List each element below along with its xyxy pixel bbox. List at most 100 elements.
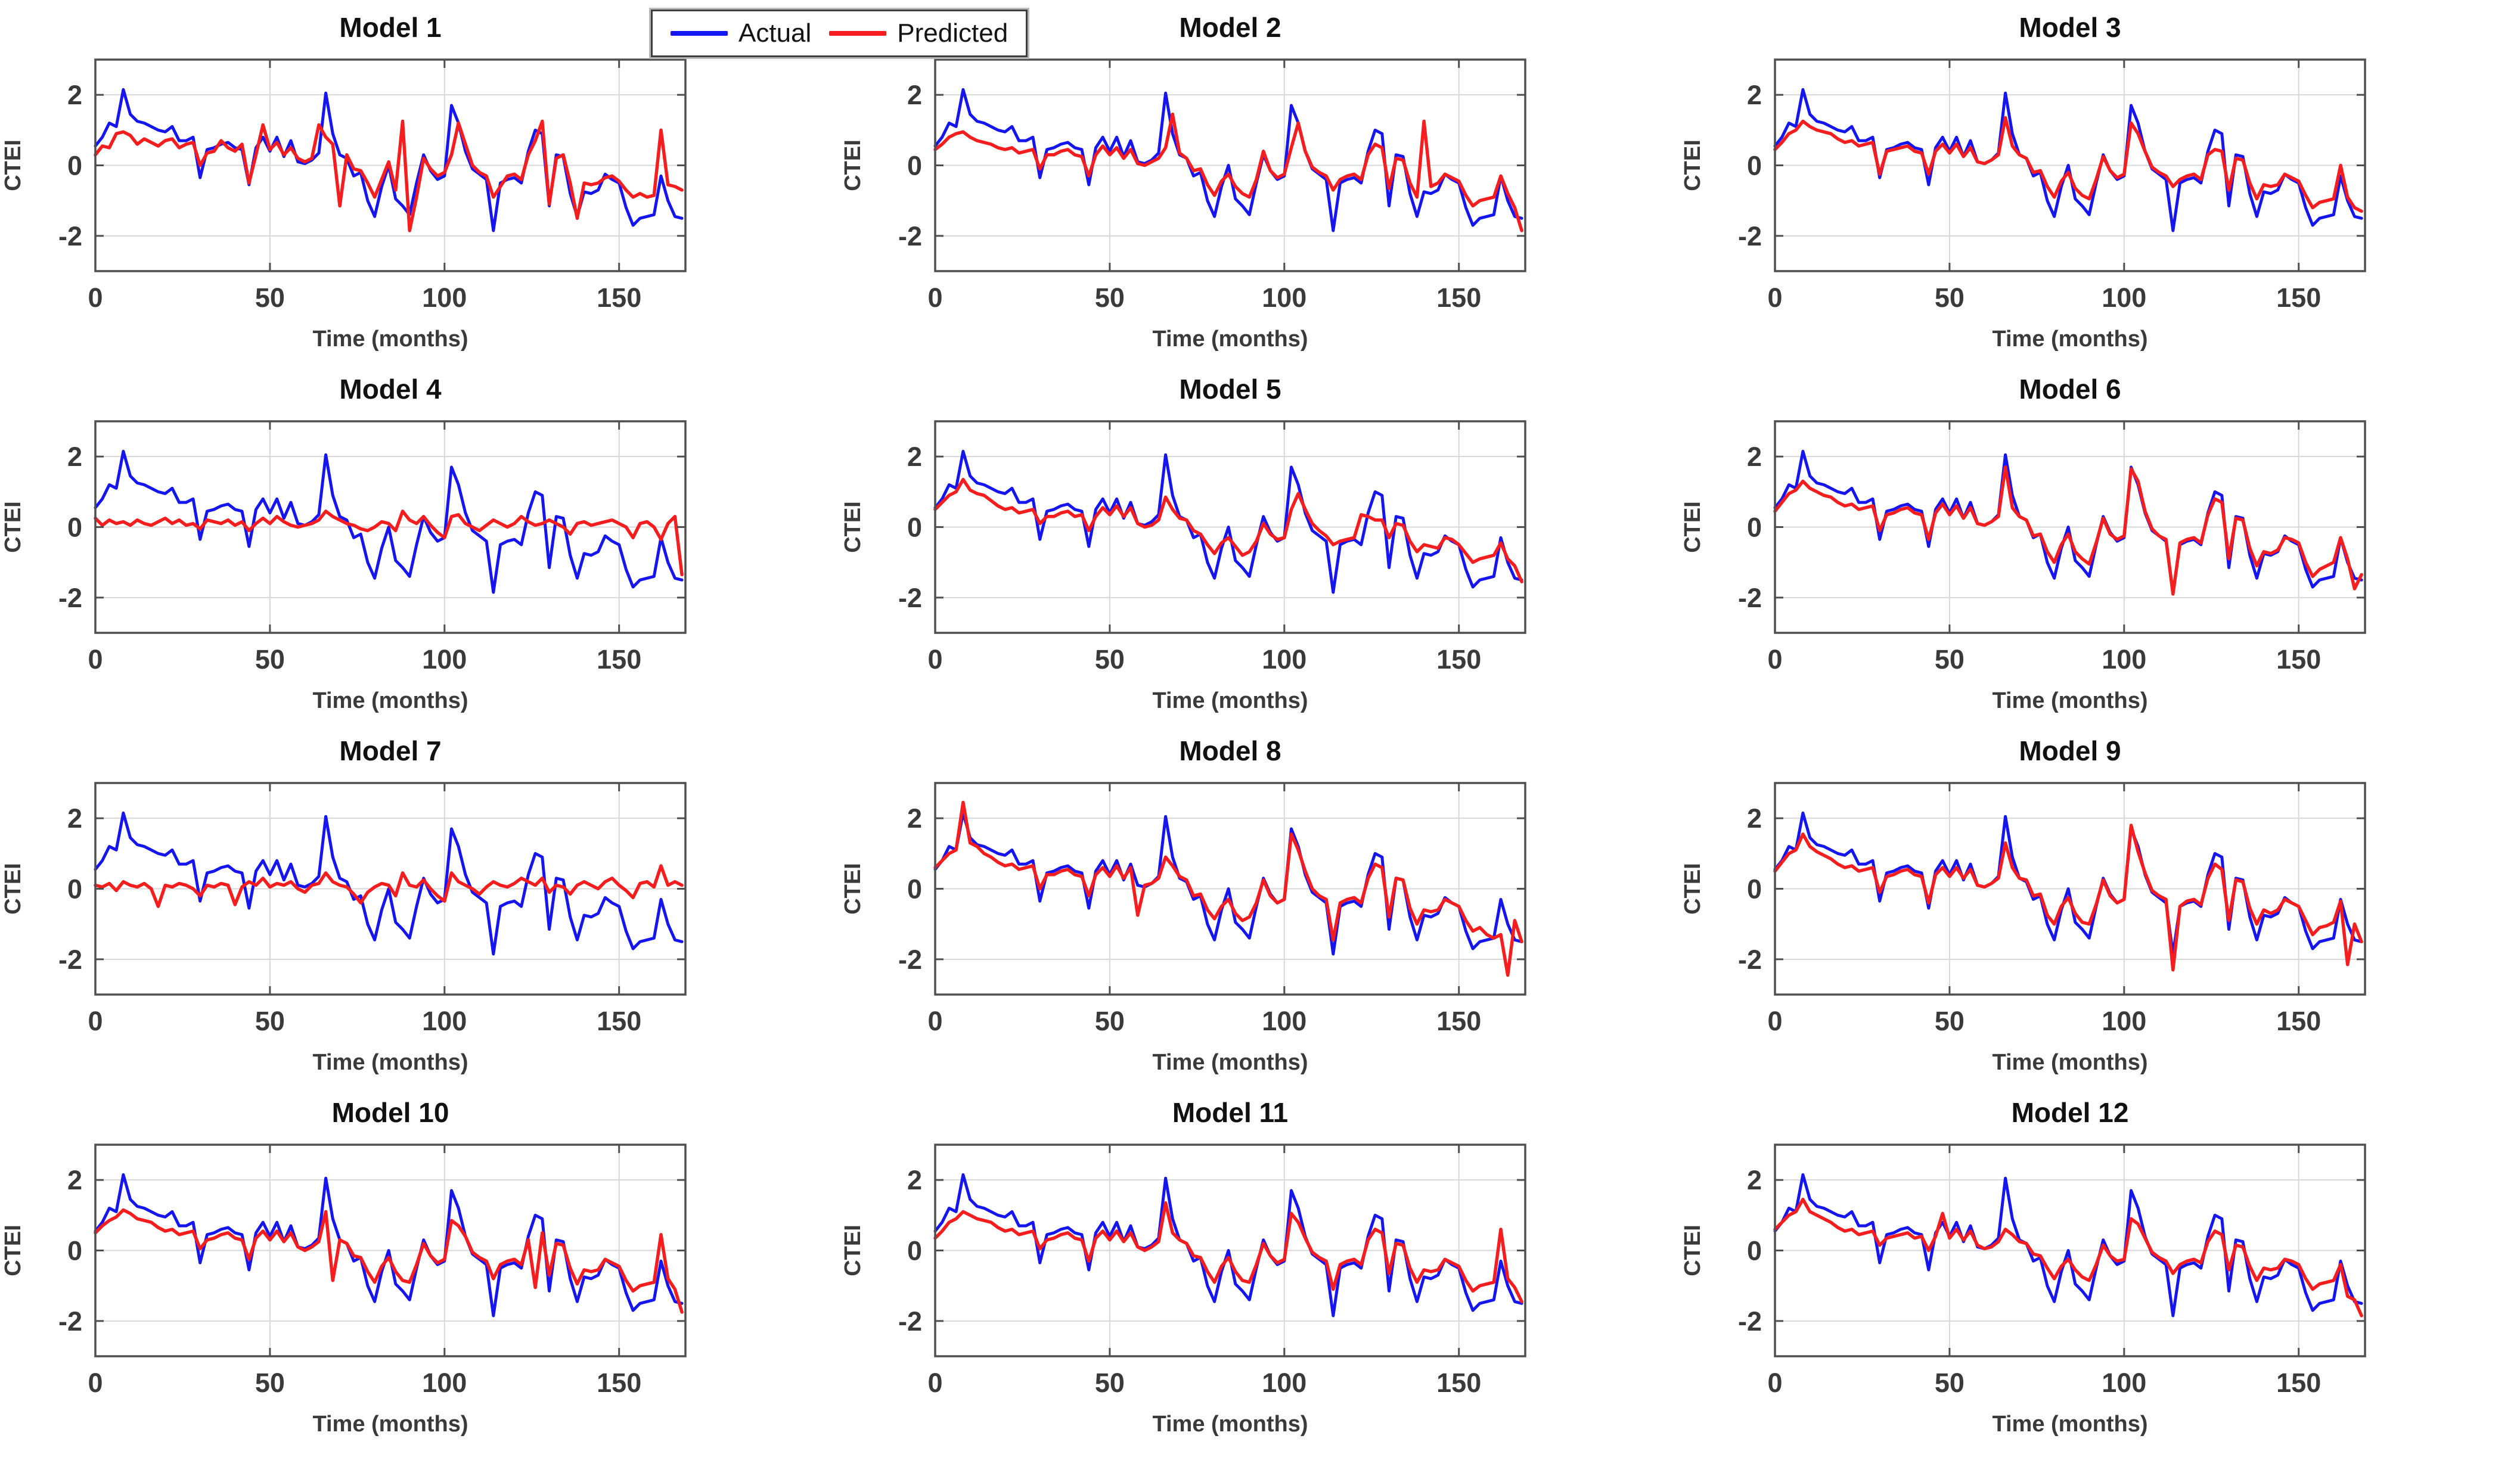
x-tick-label: 100 — [2102, 1006, 2146, 1036]
y-tick-label: -2 — [58, 944, 82, 975]
x-axis-label: Time (months) — [1992, 688, 2147, 713]
predicted-line — [1773, 465, 2363, 596]
y-axis-label: CTEI — [1680, 501, 1705, 553]
x-tick-label: 50 — [255, 1368, 285, 1398]
chart-model-5: Model 5 -2 0 2 0 50 100 150 Time (months) CTEI — [840, 374, 1526, 713]
y-tick-label: 2 — [907, 803, 922, 834]
y-tick-label: 2 — [1747, 1165, 1762, 1195]
panel-model-4: Model 4 -2 0 2 0 50 100 150 Time (months) CTEI — [0, 362, 840, 723]
predicted-line — [933, 1201, 1523, 1304]
x-tick-label: 150 — [1436, 1006, 1481, 1036]
x-axis-label: Time (months) — [1152, 1412, 1308, 1437]
panel-title: Model 6 — [2019, 374, 2121, 405]
y-axis-label: CTEI — [1680, 139, 1705, 191]
chart-model-6: Model 6 -2 0 2 0 50 100 150 Time (months) CTEI — [1680, 374, 2366, 713]
x-tick-label: 0 — [927, 1368, 942, 1398]
y-tick-label: -2 — [58, 583, 82, 613]
panel-title: Model 7 — [339, 735, 441, 766]
panel-model-8: Model 8 -2 0 2 0 50 100 150 Time (months) CTEI — [840, 723, 1680, 1085]
x-tick-label: 150 — [2276, 644, 2321, 675]
x-tick-label: 0 — [927, 644, 942, 675]
x-tick-label: 150 — [597, 1368, 641, 1398]
x-tick-label: 0 — [88, 644, 103, 675]
x-tick-label: 100 — [422, 1368, 467, 1398]
x-tick-label: 50 — [255, 282, 285, 313]
x-tick-label: 50 — [1935, 644, 1965, 675]
y-tick-label: -2 — [58, 1306, 82, 1337]
panel-model-3: Model 3 -2 0 2 0 50 100 150 Time (months) CTEI — [1680, 0, 2519, 362]
predicted-line — [94, 119, 684, 232]
panel-title: Model 8 — [1179, 735, 1281, 766]
actual-line — [1773, 1173, 2363, 1318]
x-tick-label: 0 — [88, 282, 103, 313]
x-axis-label: Time (months) — [1152, 327, 1308, 352]
x-tick-label: 100 — [422, 282, 467, 313]
legend-item-actual: Actual — [671, 18, 811, 48]
x-tick-label: 150 — [597, 644, 641, 675]
panel-model-6: Model 6 -2 0 2 0 50 100 150 Time (months) CTEI — [1680, 362, 2519, 723]
x-tick-label: 100 — [1262, 644, 1306, 675]
panel-title: Model 12 — [2012, 1097, 2129, 1128]
x-tick-label: 0 — [88, 1006, 103, 1036]
x-tick-label: 150 — [2276, 282, 2321, 313]
predicted-line — [933, 477, 1523, 583]
actual-line-swatch — [671, 31, 728, 36]
x-tick-label: 150 — [1436, 644, 1481, 675]
legend-item-predicted: Predicted — [829, 18, 1008, 48]
chart-model-8: Model 8 -2 0 2 0 50 100 150 Time (months) CTEI — [840, 735, 1526, 1075]
x-axis-label: Time (months) — [312, 1050, 468, 1075]
predicted-line — [94, 509, 684, 577]
y-tick-label: -2 — [1738, 583, 1762, 613]
actual-line — [1773, 449, 2363, 594]
y-axis-label: CTEI — [840, 1225, 865, 1276]
panel-model-10: Model 10 -2 0 2 0 50 100 150 Time (months) CTEI — [0, 1085, 840, 1447]
x-axis-label: Time (months) — [1992, 1050, 2147, 1075]
x-tick-label: 150 — [2276, 1006, 2321, 1036]
legend-label-predicted: Predicted — [897, 18, 1008, 48]
chart-model-3: Model 3 -2 0 2 0 50 100 150 Time (months) CTEI — [1680, 12, 2366, 352]
x-tick-label: 100 — [1262, 1368, 1306, 1398]
y-tick-label: -2 — [898, 583, 922, 613]
x-axis-label: Time (months) — [312, 688, 468, 713]
x-tick-label: 0 — [927, 282, 942, 313]
x-tick-label: 0 — [1767, 644, 1782, 675]
chart-model-2: Model 2 -2 0 2 0 50 100 150 Time (months) CTEI — [840, 12, 1526, 352]
y-tick-label: -2 — [898, 1306, 922, 1337]
y-tick-label: 2 — [1747, 803, 1762, 834]
y-tick-label: 2 — [1747, 80, 1762, 110]
y-axis-label: CTEI — [1680, 1225, 1705, 1276]
actual-line — [94, 88, 684, 232]
x-tick-label: 0 — [1767, 282, 1782, 313]
actual-line — [933, 811, 1523, 956]
panel-model-11: Model 11 -2 0 2 0 50 100 150 Time (months) CTEI — [840, 1085, 1680, 1447]
y-tick-label: 2 — [907, 1165, 922, 1195]
y-axis-label: CTEI — [840, 139, 865, 191]
predicted-line — [94, 1208, 684, 1314]
x-tick-label: 50 — [1935, 1368, 1965, 1398]
panel-title: Model 3 — [2019, 12, 2121, 43]
x-tick-label: 50 — [1935, 1006, 1965, 1036]
chart-model-9: Model 9 -2 0 2 0 50 100 150 Time (months) CTEI — [1680, 735, 2366, 1075]
x-tick-label: 50 — [1095, 1368, 1125, 1398]
x-axis-label: Time (months) — [312, 1412, 468, 1437]
panel-title: Model 10 — [332, 1097, 449, 1128]
x-tick-label: 100 — [1262, 282, 1306, 313]
x-tick-label: 150 — [2276, 1368, 2321, 1398]
chart-model-7: Model 7 -2 0 2 0 50 100 150 Time (months) CTEI — [1, 735, 687, 1075]
legend: Actual Predicted — [651, 10, 1028, 57]
x-tick-label: 0 — [1767, 1368, 1782, 1398]
x-tick-label: 150 — [597, 1006, 641, 1036]
y-tick-label: 2 — [1747, 442, 1762, 472]
x-tick-label: 100 — [2102, 644, 2146, 675]
actual-line — [94, 1173, 684, 1318]
y-tick-label: -2 — [898, 221, 922, 251]
y-axis-label: CTEI — [1680, 863, 1705, 915]
y-tick-label: 2 — [907, 442, 922, 472]
y-tick-label: 0 — [67, 874, 82, 905]
panel-model-9: Model 9 -2 0 2 0 50 100 150 Time (months) CTEI — [1680, 723, 2519, 1085]
y-tick-label: -2 — [1738, 1306, 1762, 1337]
x-tick-label: 50 — [1095, 644, 1125, 675]
chart-model-4: Model 4 -2 0 2 0 50 100 150 Time (months) CTEI — [1, 374, 687, 713]
y-tick-label: 2 — [67, 1165, 82, 1195]
